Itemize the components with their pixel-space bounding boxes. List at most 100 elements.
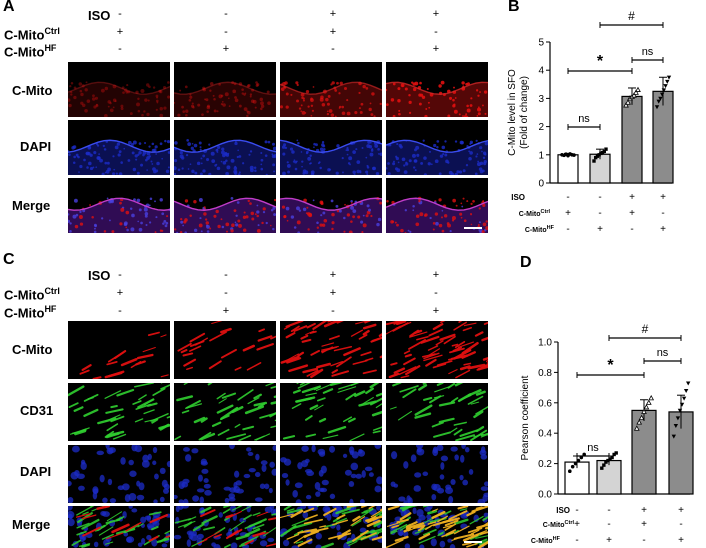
chart-sign: - — [630, 224, 633, 235]
ns-ctrl-vs-hf-label: ns — [578, 113, 590, 125]
data-point — [658, 96, 663, 101]
sign-ctrl-2: - — [224, 26, 228, 38]
data-point — [599, 151, 603, 156]
panel-c-cmito-tile-4 — [385, 313, 500, 379]
panel-letter-c: C — [3, 251, 15, 268]
panel-c-iso-label: ISO — [88, 268, 111, 283]
chart-sign: - — [598, 192, 601, 203]
panel-c-ctrl-label: C-MitoCtrl — [4, 286, 60, 303]
panel-letter-b: B — [508, 0, 520, 15]
chart-row-label-2: C-MitoCtrl — [543, 520, 575, 529]
chart-d-svg: 0.0 0.2 0.4 0.6 0.8 1.0 Pearson coefficient ns n… — [520, 322, 694, 546]
chart-sign: + — [660, 224, 666, 235]
y-tick-label: 0.8 — [538, 368, 552, 379]
data-point — [576, 458, 581, 463]
data-point — [604, 147, 608, 151]
sign-iso-4: + — [432, 8, 440, 20]
panel-c-merge-tile-3 — [279, 499, 393, 548]
panel-a-row-cmito: C-Mito — [12, 83, 53, 98]
panel-a-dapi-tile-4 — [385, 120, 489, 177]
sign-hf-3: - — [331, 43, 335, 55]
panel-c-row-dapi: DAPI — [20, 464, 52, 479]
data-point — [638, 414, 645, 421]
star-ctrl-vs-iso-label: * — [597, 53, 604, 70]
sign-hf-3: - — [331, 305, 335, 317]
scale-bar — [464, 227, 482, 229]
data-point — [679, 402, 685, 407]
ns-ctrl-vs-hf-label: ns — [587, 442, 599, 454]
panel-a-cmito-tile-3 — [279, 62, 383, 118]
data-point — [594, 155, 598, 160]
sign-ctrl-4: - — [434, 26, 438, 38]
chart-row-label-1: ISO — [511, 193, 525, 202]
data-point — [595, 154, 600, 158]
panel-c-dapi-tile-1 — [65, 441, 173, 504]
panel-c-cd31-tile-3 — [280, 372, 388, 442]
panel-a-cmito-tile-2 — [173, 62, 277, 118]
sign-hf-2: + — [222, 305, 230, 317]
y-tick-label: 0.6 — [538, 398, 552, 409]
chart-sign: + — [641, 505, 647, 516]
data-point — [604, 460, 608, 464]
sign-ctrl-3: + — [329, 287, 337, 299]
chart-sign: - — [642, 535, 645, 546]
data-point — [602, 149, 606, 154]
data-point — [675, 416, 681, 421]
panel-a-iso-label: ISO — [88, 8, 111, 23]
y-tick-label: 0.2 — [538, 459, 552, 470]
panel-a-row-dapi: DAPI — [20, 139, 52, 154]
sign-hf-4: + — [432, 43, 440, 55]
panel-a-dapi-tile-2 — [172, 120, 278, 177]
ns-iso-ctrl-vs-iso-hf-label: ns — [642, 46, 654, 58]
data-point — [636, 419, 643, 425]
data-point — [677, 408, 683, 413]
data-point — [592, 159, 596, 163]
data-point — [681, 396, 687, 401]
data-point — [633, 425, 640, 431]
data-point — [623, 102, 629, 108]
ns-iso-ctrl-vs-iso-hf-label: ns — [657, 347, 669, 359]
panel-a-cmito-tile-1 — [67, 62, 171, 118]
sign-ctrl-1: + — [116, 287, 124, 299]
y-axis-label: C-Mito level in SFO(Fold of change) — [507, 69, 530, 156]
data-point — [666, 75, 672, 80]
data-point — [633, 89, 639, 95]
panel-a-merge-tile-2 — [173, 178, 277, 234]
data-point — [656, 99, 661, 104]
data-point — [597, 153, 601, 157]
data-point — [608, 457, 612, 461]
data-point — [643, 404, 650, 410]
data-point — [663, 84, 668, 89]
data-point — [635, 86, 641, 92]
y-tick-label: 0.4 — [538, 429, 552, 440]
data-point — [606, 458, 610, 463]
panel-c-cmito-tile-3 — [280, 316, 389, 379]
chart-sign: - — [607, 505, 610, 516]
y-tick-label: 3 — [538, 94, 544, 105]
chart-sign: - — [598, 208, 601, 219]
y-tick-label: 0 — [538, 179, 544, 190]
data-point — [654, 105, 660, 110]
y-tick-label: 4 — [538, 66, 544, 77]
data-point — [573, 461, 578, 466]
sign-iso-4: + — [432, 269, 440, 281]
sign-hf-2: + — [222, 43, 230, 55]
y-tick-label: 0.0 — [538, 490, 552, 501]
y-tick-label: 1 — [538, 150, 544, 161]
panel-a-row-merge: Merge — [12, 198, 51, 213]
chart-sign: - — [566, 224, 569, 235]
panel-a-cmito-tile-4 — [385, 62, 489, 119]
sign-iso-2: - — [224, 8, 228, 20]
chart-sign: - — [679, 519, 682, 530]
chart-sign: + — [629, 208, 635, 219]
sign-iso-3: + — [329, 8, 337, 20]
sign-iso-1: - — [118, 269, 122, 281]
panel-letter-a: A — [3, 0, 15, 15]
hash-hf-vs-iso-hf-label: # — [642, 322, 649, 336]
chart-sign: + — [660, 192, 666, 203]
panel-a-dapi-tile-3 — [279, 120, 384, 177]
data-point — [641, 408, 647, 414]
panel-c-row-merge: Merge — [12, 517, 51, 532]
panel-c-row-cmito: C-Mito — [12, 342, 53, 357]
chart-row-label-3: C-MitoHF — [525, 225, 555, 234]
